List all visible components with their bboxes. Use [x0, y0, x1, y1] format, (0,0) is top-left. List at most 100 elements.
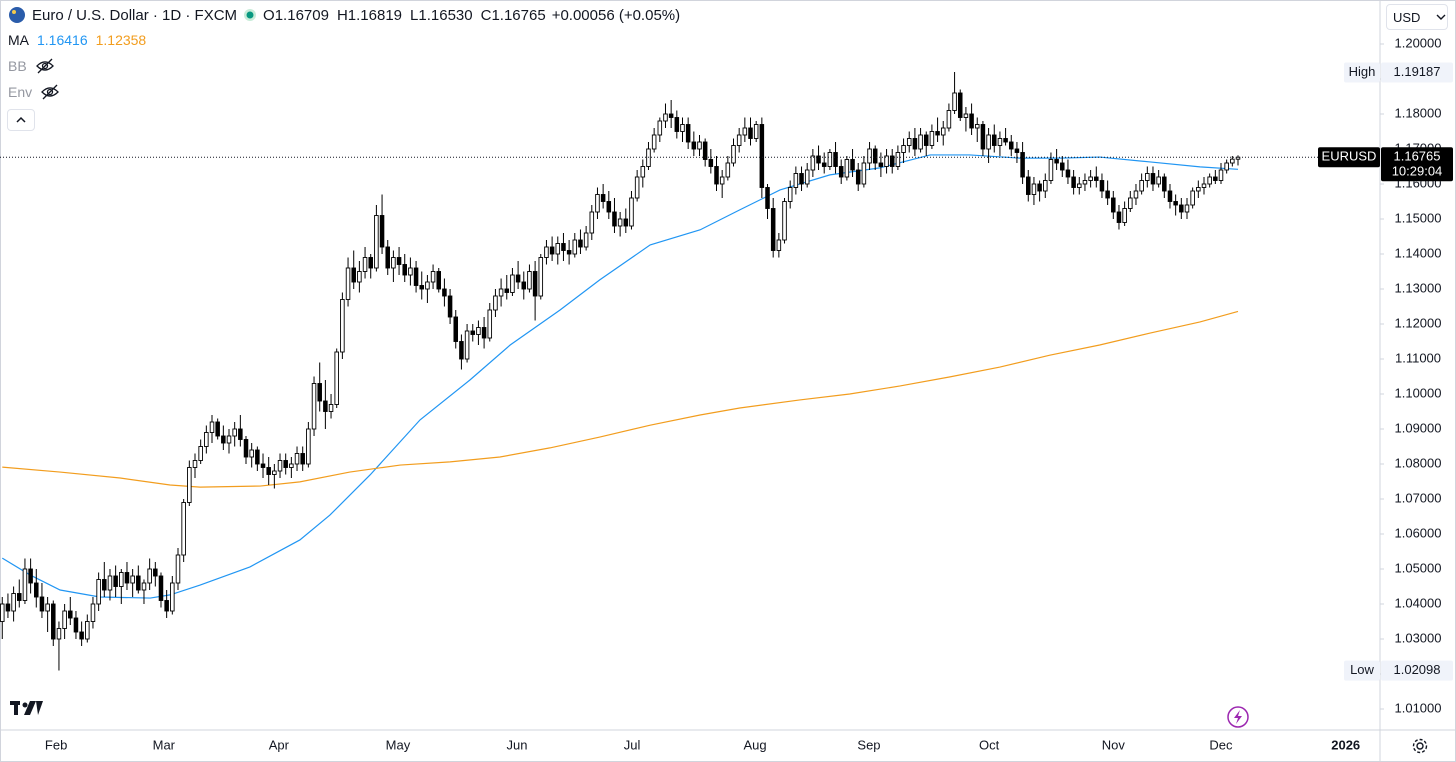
candle-body — [379, 215, 385, 248]
currency-select[interactable]: USD — [1386, 4, 1448, 30]
candle-body — [629, 197, 634, 227]
candle-body — [742, 127, 748, 136]
candle-body — [940, 127, 946, 136]
x-tick-label: Feb — [45, 737, 67, 752]
candle-body — [793, 173, 799, 188]
candle-body — [1065, 169, 1071, 178]
y-tick-label: 1.14000 — [1395, 245, 1442, 260]
candle-body — [527, 271, 532, 290]
candle-body — [719, 176, 725, 185]
candle-body — [838, 166, 844, 178]
candle-body — [136, 575, 141, 591]
candle-body — [855, 169, 861, 185]
candle-body — [79, 631, 84, 640]
candle-body — [476, 327, 481, 335]
candle-body — [549, 246, 555, 255]
candle-body — [1037, 183, 1042, 192]
candle-body — [617, 218, 623, 227]
candle-body — [1235, 156, 1241, 160]
candle-body — [1167, 190, 1173, 202]
candle-body — [266, 467, 271, 475]
candle-body — [929, 131, 935, 146]
y-tick-label: 1.01000 — [1395, 700, 1442, 715]
countdown: 10:29:04 — [1392, 164, 1443, 179]
candle-body — [436, 271, 442, 290]
high-tag-box — [1344, 62, 1380, 83]
candle-body — [1173, 201, 1178, 206]
candle-body — [5, 603, 11, 612]
candle-body — [238, 428, 243, 440]
moving-average-line — [2, 310, 1239, 488]
ma-value: 1.12358 — [95, 32, 147, 48]
indicator-bb[interactable]: BB — [8, 58, 55, 74]
candle-body — [1031, 183, 1037, 195]
candle-body — [810, 155, 816, 171]
candle-body — [1190, 190, 1195, 206]
indicator-ma[interactable]: MA 1.16416 1.12358 — [8, 32, 146, 48]
indicator-env[interactable]: Env — [8, 84, 60, 100]
candle-body — [589, 211, 595, 234]
last-price-box — [1381, 147, 1453, 182]
candle-body — [957, 92, 963, 118]
candle-body — [90, 603, 96, 622]
candle-body — [668, 113, 674, 118]
high-tag: High — [1349, 64, 1376, 79]
candle-body — [901, 145, 906, 153]
dropdown-arrow — [1436, 14, 1446, 20]
candle-body — [889, 155, 895, 167]
candle-body — [419, 285, 425, 290]
settings-icon[interactable] — [1412, 738, 1428, 754]
candle-body — [680, 124, 685, 132]
candle-body — [192, 460, 198, 468]
y-tick-label: 1.11000 — [1395, 350, 1441, 365]
candle-body — [34, 582, 39, 598]
candle-body — [510, 274, 515, 293]
x-tick-label: May — [386, 737, 411, 752]
candle-body — [294, 453, 300, 465]
candle-body — [413, 267, 419, 286]
candle-body — [243, 439, 249, 458]
ohlc-label: O — [263, 6, 275, 24]
candle-body — [1184, 204, 1190, 213]
symbol-tag-box — [1318, 147, 1380, 168]
candle-body — [481, 327, 487, 339]
candle-body — [408, 267, 413, 276]
candle-body — [572, 239, 578, 255]
events-icon[interactable] — [1227, 706, 1249, 728]
currency: USD — [1393, 9, 1421, 25]
candle-body — [544, 246, 549, 258]
candle-body — [1048, 159, 1054, 181]
candle-body — [782, 201, 787, 241]
candle-body — [736, 134, 742, 146]
candle-body — [1008, 141, 1014, 150]
candle-body — [1026, 176, 1031, 195]
collapse-button[interactable] — [7, 109, 35, 131]
candle-body — [96, 579, 101, 605]
candle-body — [776, 239, 782, 251]
candle-body — [102, 579, 107, 591]
candle-body — [561, 243, 566, 251]
candle-body — [323, 400, 328, 412]
candle-body — [844, 159, 850, 178]
candle-body — [209, 421, 215, 433]
hidden-icon[interactable] — [35, 58, 55, 74]
indicator-label: Env — [8, 84, 33, 100]
candle-body — [674, 117, 680, 132]
candle-body — [974, 124, 980, 129]
candle-body — [1128, 197, 1133, 209]
candle-body — [515, 274, 521, 283]
candle-body — [447, 295, 453, 318]
hidden-icon[interactable] — [40, 84, 60, 100]
candle-body — [997, 138, 1003, 146]
candle-body — [351, 267, 356, 283]
candle-body — [334, 351, 339, 405]
candle-body — [748, 127, 753, 139]
candle-body — [345, 267, 351, 300]
ohlc-values: O1.16709 H1.16819 L1.16530 C1.16765 — [263, 7, 546, 24]
x-tick-label: Jun — [506, 737, 527, 752]
symbol-title: Euro / U.S. Dollar · 1D · FXCM — [32, 6, 238, 24]
candle-body — [538, 257, 544, 297]
candle-body — [1122, 208, 1127, 223]
